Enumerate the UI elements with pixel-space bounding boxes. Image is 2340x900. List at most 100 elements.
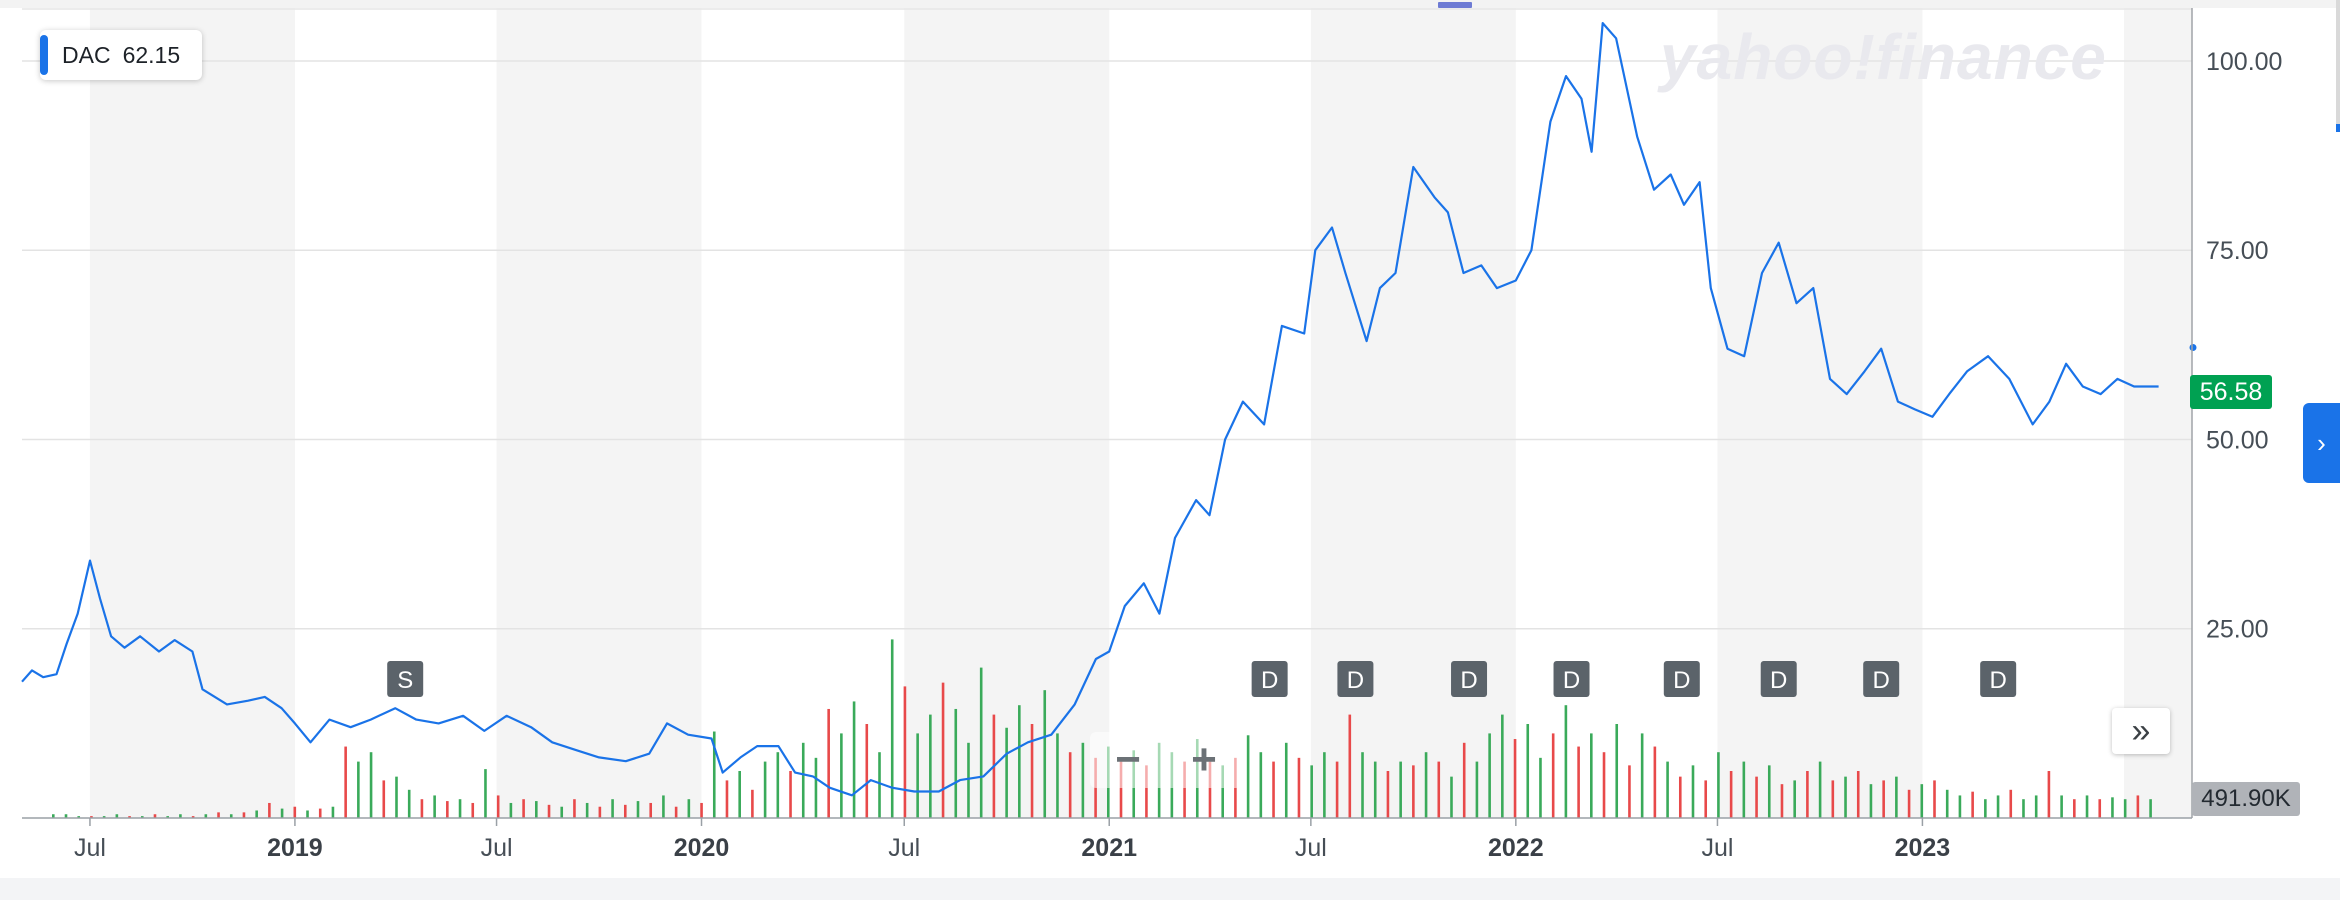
event-marker-box bbox=[1980, 661, 2017, 697]
zoom-out-button[interactable]: − bbox=[1115, 735, 1141, 784]
volume-bar bbox=[1056, 733, 1059, 818]
volume-bar bbox=[878, 752, 881, 818]
top-strip bbox=[0, 0, 2340, 8]
event-marker[interactable]: D bbox=[1337, 661, 1374, 697]
volume-bar bbox=[204, 814, 208, 818]
volume-bar bbox=[420, 799, 424, 818]
last-price-dot bbox=[2189, 344, 2197, 352]
volume-bar bbox=[1221, 765, 1224, 818]
y-tick-label: 100.00 bbox=[2206, 48, 2282, 76]
volume-bar bbox=[827, 708, 830, 818]
event-marker[interactable]: D bbox=[1863, 661, 1900, 697]
volume-bar bbox=[1717, 752, 1720, 818]
event-marker-box bbox=[1251, 661, 1288, 697]
event-marker-label: D bbox=[1873, 667, 1890, 694]
volume-bar bbox=[738, 771, 741, 818]
volume-bar bbox=[1526, 724, 1530, 818]
event-marker-box bbox=[1451, 661, 1488, 697]
volume-bar bbox=[1335, 761, 1339, 818]
volume-bar bbox=[357, 761, 360, 818]
event-marker-box bbox=[1553, 661, 1590, 697]
volume-bar bbox=[1437, 761, 1441, 818]
volume-bar bbox=[1984, 799, 1987, 818]
side-scrollbar-thumb[interactable] bbox=[2336, 124, 2340, 132]
volume-bar bbox=[1793, 780, 1796, 818]
volume-bar bbox=[331, 806, 335, 818]
range-marker[interactable] bbox=[1438, 2, 1472, 8]
volume-bar bbox=[1005, 727, 1008, 818]
volume-bar bbox=[1831, 780, 1835, 818]
x-tick-label: Jul bbox=[1701, 834, 1733, 862]
volume-bar bbox=[306, 810, 309, 818]
side-scrollbar[interactable] bbox=[2336, 0, 2340, 130]
ticker-legend[interactable]: DAC 62.15 bbox=[40, 30, 203, 80]
volume-bar bbox=[611, 799, 614, 818]
zoom-in-button[interactable]: + bbox=[1191, 735, 1217, 784]
event-marker[interactable]: D bbox=[1553, 661, 1590, 697]
event-marker[interactable]: D bbox=[1251, 661, 1288, 697]
volume-bar bbox=[636, 801, 640, 818]
volume-bar bbox=[395, 776, 398, 818]
volume-bar bbox=[801, 742, 805, 818]
volume-bar bbox=[2149, 799, 2152, 818]
event-marker[interactable]: S bbox=[387, 661, 424, 697]
volume-bar bbox=[763, 761, 767, 818]
volume-bar bbox=[916, 733, 919, 818]
volume-bar bbox=[929, 714, 932, 818]
legend-ticker: DAC bbox=[62, 41, 111, 68]
volume-bar bbox=[585, 802, 589, 818]
volume-bar bbox=[293, 806, 297, 818]
volume-bar bbox=[318, 808, 322, 818]
event-marker-label: D bbox=[1989, 667, 2006, 694]
volume-bar bbox=[1602, 752, 1606, 818]
side-panel-toggle-button[interactable]: › bbox=[2303, 403, 2340, 483]
volume-bar bbox=[1628, 765, 1631, 818]
volume-bar bbox=[967, 742, 970, 818]
volume-bar bbox=[1501, 714, 1504, 818]
volume-bar bbox=[484, 769, 487, 818]
volume-bar bbox=[1640, 733, 1644, 818]
volume-bar bbox=[1475, 761, 1479, 818]
volume-bar bbox=[128, 816, 131, 818]
volume-bar bbox=[954, 708, 958, 818]
volume-bar bbox=[1386, 771, 1390, 818]
volume-bar bbox=[140, 816, 144, 818]
volume-bar bbox=[179, 814, 182, 818]
price-series-line bbox=[21, 22, 2159, 797]
event-marker[interactable]: D bbox=[1980, 661, 2017, 697]
volume-bar bbox=[1767, 765, 1771, 818]
volume-bar bbox=[751, 789, 754, 818]
y-tick-label: 75.00 bbox=[2206, 237, 2269, 265]
volume-bar bbox=[2085, 795, 2089, 818]
volume-bar bbox=[1348, 714, 1352, 818]
volume-bar bbox=[1272, 761, 1275, 818]
volume-bar bbox=[1246, 735, 1250, 818]
volume-bar bbox=[1068, 752, 1072, 818]
grid-lines bbox=[22, 8, 2192, 630]
event-marker[interactable]: D bbox=[1760, 661, 1797, 697]
event-marker-box bbox=[1863, 661, 1900, 697]
volume-bar bbox=[598, 806, 602, 818]
volume-bar bbox=[1856, 771, 1860, 818]
volume-bar bbox=[1462, 742, 1466, 818]
volume-bar bbox=[1971, 791, 1974, 818]
volume-bar bbox=[1412, 765, 1415, 818]
skip-forward-button[interactable]: » bbox=[2112, 708, 2170, 754]
volume-bar bbox=[2047, 771, 2051, 818]
volume-bar bbox=[1653, 746, 1657, 818]
shaded-period bbox=[2124, 8, 2192, 818]
volume-bar bbox=[1284, 742, 1288, 818]
volume-bar bbox=[1043, 690, 1047, 818]
event-marker-label: D bbox=[1261, 667, 1278, 694]
volume-bar bbox=[1373, 761, 1377, 818]
event-marker-box bbox=[1337, 661, 1374, 697]
volume-bar bbox=[2073, 799, 2076, 818]
volume-bar bbox=[1590, 733, 1593, 818]
x-tick-label: Jul bbox=[481, 834, 513, 862]
event-marker[interactable]: D bbox=[1451, 661, 1488, 697]
volume-bar bbox=[255, 810, 258, 818]
event-marker[interactable]: D bbox=[1663, 661, 1700, 697]
volume-bar bbox=[1678, 776, 1682, 818]
volume-bar bbox=[1958, 795, 1962, 818]
